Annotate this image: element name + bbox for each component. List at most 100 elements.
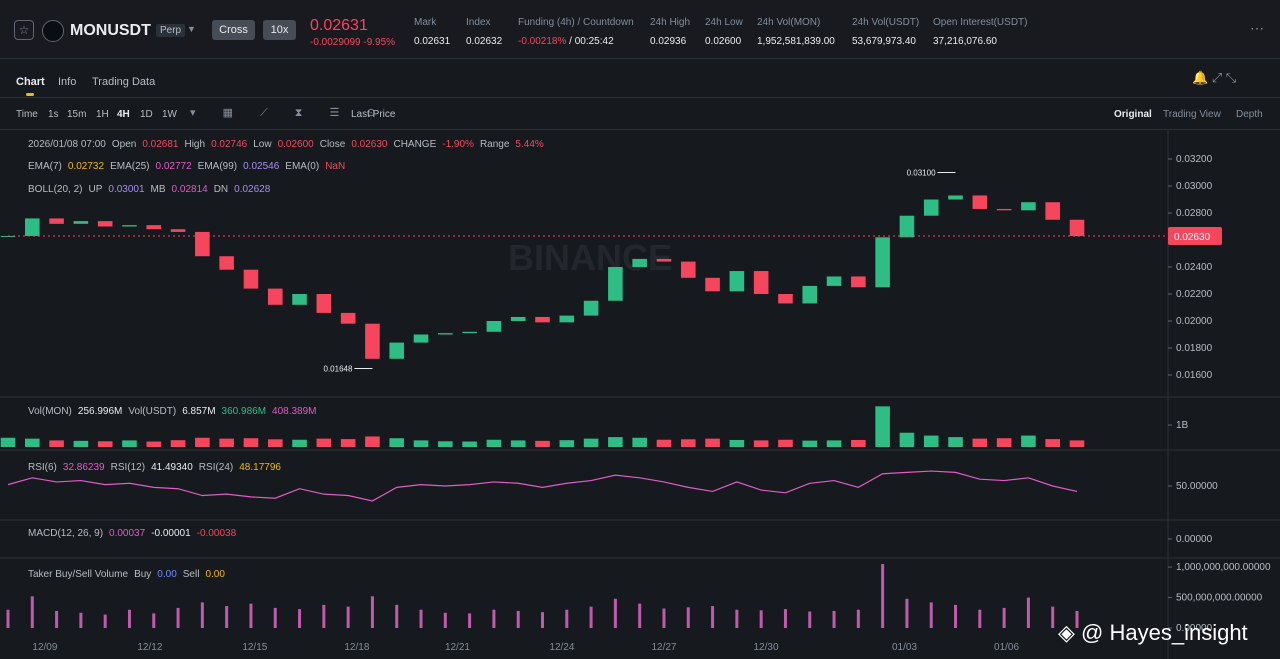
tab[interactable]: Info: [58, 76, 77, 88]
legend-value: 0.02732: [67, 161, 105, 172]
candle: [972, 195, 988, 209]
interval[interactable]: Time: [16, 109, 38, 120]
taker-bar: [103, 614, 107, 628]
last-price-tag: [1168, 226, 1222, 245]
volume-bar: [486, 439, 502, 447]
stat-value: 1,952,581,839.00: [757, 36, 835, 47]
tab[interactable]: Trading Data: [92, 76, 156, 88]
volume-bar: [25, 438, 40, 447]
interval[interactable]: 1W: [162, 109, 177, 120]
stat-value-text: 0.02600: [705, 36, 742, 47]
legend-label: RSI(12): [110, 462, 146, 473]
tab-underline: [26, 93, 34, 96]
candle: [608, 267, 623, 301]
legend-value: 0.02746: [211, 139, 248, 150]
candle: [656, 258, 672, 262]
legend-value: 32.86239: [62, 462, 105, 473]
volume-bar: [73, 440, 89, 447]
view-tab[interactable]: Trading View: [1163, 109, 1221, 120]
y-tick-label: 0.03000: [1176, 181, 1213, 192]
favorite-button[interactable]: ☆: [14, 20, 34, 40]
y-tick-label: 1B: [1176, 420, 1189, 431]
interval[interactable]: 4H: [117, 109, 130, 120]
legend-row: 2026/01/08 07:00 Open 0.02681 High 0.02746 Lo…: [28, 139, 544, 150]
x-tick-label: 01/03: [892, 642, 917, 653]
volume-bar: [219, 438, 234, 447]
legend-value: 0.00037: [109, 528, 146, 539]
stat-label: 24h Vol(USDT): [852, 17, 920, 28]
candle: [826, 276, 842, 286]
price-type[interactable]: Last Price: [351, 109, 396, 120]
interval[interactable]: 1D: [140, 109, 153, 120]
taker-bar: [443, 612, 447, 628]
view-tab[interactable]: Original: [1114, 109, 1152, 120]
candle: [583, 300, 599, 316]
leverage[interactable]: 10x: [263, 20, 296, 40]
interval[interactable]: 15m: [67, 109, 87, 120]
coin-icon: [42, 20, 64, 42]
candle: [802, 285, 818, 304]
stat-value: 0.02600: [705, 36, 741, 47]
volume-bar: [632, 437, 647, 447]
legend-value: 0.02628: [234, 184, 271, 195]
tab[interactable]: Chart: [16, 76, 45, 88]
taker-bar: [978, 609, 982, 628]
taker-bar: [711, 606, 715, 628]
candle: [510, 316, 526, 322]
legend-value: NaN: [325, 161, 346, 172]
legend-label: Close: [319, 139, 346, 150]
legend-label: Buy: [134, 569, 152, 580]
candle: [559, 315, 575, 323]
taker-bar: [1075, 610, 1079, 628]
legend-value: 41.49340: [151, 462, 193, 473]
symbol[interactable]: MONUSDT: [70, 22, 151, 39]
candle: [49, 218, 64, 224]
y-tick-label: 0.02800: [1176, 208, 1213, 219]
chart-tools[interactable]: 🔔 ⤢ ⤡: [1192, 70, 1237, 85]
taker-bar: [954, 604, 958, 628]
interval[interactable]: 1s: [48, 109, 59, 120]
taker-bar: [613, 598, 617, 628]
legend-label: Low: [253, 139, 272, 150]
taker-bar: [176, 607, 180, 628]
legend-label: MB: [150, 184, 166, 195]
credit: ◈ @ Hayes_insight: [1058, 620, 1248, 645]
stat-value-text: 1,952,581,839.00: [757, 36, 835, 47]
taker-bar: [516, 610, 520, 628]
toolbar-icons[interactable]: ▾ ▦ ⟋ ⧗ ☰ ⊙: [190, 107, 388, 119]
rsi-line: [7, 470, 1078, 502]
taker-bar: [370, 596, 374, 628]
taker-bar: [6, 609, 10, 628]
stat-value: 37,216,076.60: [933, 36, 997, 47]
x-tick-label: 12/21: [445, 642, 470, 653]
x-tick-label: 12/18: [344, 642, 369, 653]
taker-bar: [686, 607, 690, 628]
taker-bar: [273, 607, 277, 628]
candle: [632, 258, 647, 268]
taker-bar: [929, 602, 933, 628]
legend-row: EMA(7) 0.02732 EMA(25) 0.02772 EMA(99) 0.0254…: [28, 161, 345, 172]
price-change: -0.0029099 -9.95%: [310, 37, 395, 48]
taker-bar: [541, 612, 544, 628]
x-tick-label: 12/30: [754, 642, 779, 653]
dropdown-icon[interactable]: ▼: [187, 24, 196, 34]
change: -0.0029099: [310, 37, 361, 48]
candle: [923, 199, 939, 216]
view-tab[interactable]: Depth: [1236, 109, 1263, 120]
volume-bar: [0, 437, 16, 447]
marker-label: 0.03100: [907, 169, 936, 178]
y-tick-label: 0.01800: [1176, 343, 1213, 354]
y-tick-label: 0.01600: [1176, 370, 1213, 381]
interval[interactable]: 1H: [96, 109, 109, 120]
candle: [340, 312, 356, 324]
legend-date: 2026/01/08 07:00: [28, 139, 106, 150]
more-button[interactable]: ⋯: [1250, 20, 1264, 36]
legend-value: 360.986M: [221, 406, 267, 417]
stat-label: Open Interest(USDT): [933, 17, 1028, 28]
candle: [535, 316, 550, 323]
stat-label: 24h High: [650, 17, 691, 28]
stat-value-text: 37,216,076.60: [933, 36, 997, 47]
candle: [146, 225, 162, 230]
margin-mode[interactable]: Cross: [212, 20, 255, 40]
